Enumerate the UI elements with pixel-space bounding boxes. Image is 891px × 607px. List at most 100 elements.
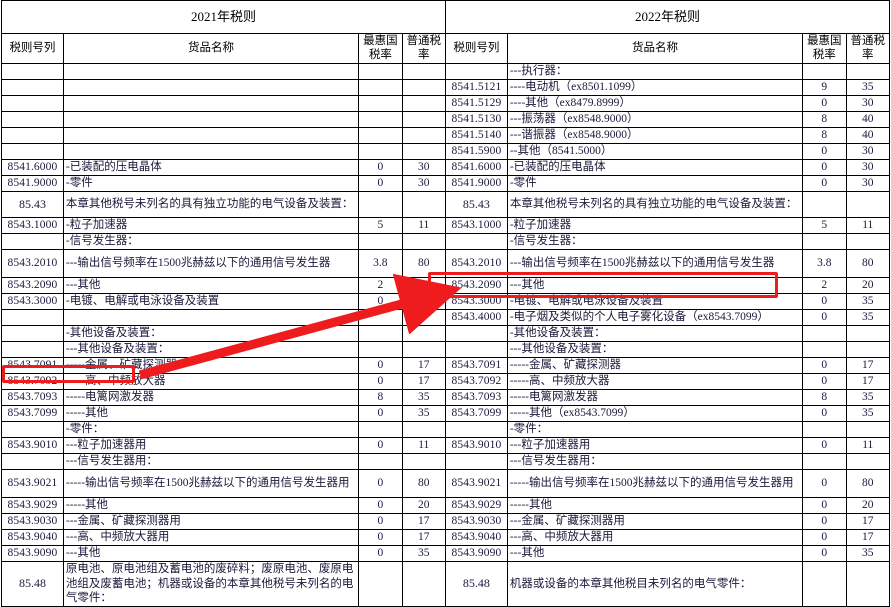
cell-left-code: 8543.3000 — [1, 292, 64, 310]
table-row: 8541.9000 -零件 0 30 8541.9000 -零件 0 30 — [1, 174, 890, 192]
cell-right-code: 85.48 — [444, 560, 508, 607]
cell-right-name: ----其他（ex8479.8999） — [506, 94, 804, 112]
cell-left-general — [401, 308, 446, 326]
cell-left-mfn — [358, 190, 403, 218]
cell-right-general: 30 — [845, 94, 890, 112]
cell-left-mfn — [358, 142, 403, 160]
cell-left-code — [1, 324, 64, 342]
cell-left-mfn: 0 — [358, 468, 403, 498]
cell-left-general: 35 — [401, 544, 446, 562]
cell-right-code: 8543.9010 — [444, 436, 508, 454]
table-row: 8543.7099 -----其他 0 35 8543.7099 -----其他（ex85… — [1, 404, 890, 422]
col-header-right-mfn: 最惠国税率 — [802, 33, 847, 64]
table-row: 8543.9030 ---金属、矿藏探测器用 0 17 8543.9030 ---金属、矿… — [1, 512, 890, 530]
cell-left-name: ---输出信号频率在1500兆赫兹以下的通用信号发生器 — [62, 248, 360, 278]
cell-left-code — [1, 142, 64, 160]
cell-right-mfn — [802, 420, 847, 438]
cell-right-mfn: 0 — [802, 496, 847, 514]
table-row: 85.48 原电池、原电池组及蓄电池的废碎料；废原电池、废原电池组及废蓄电池；机器… — [1, 560, 890, 607]
cell-left-name — [62, 62, 360, 80]
cell-left-code: 8543.2010 — [1, 248, 64, 278]
cell-left-mfn: 0 — [358, 544, 403, 562]
table-row: -其他设备及装置： -其他设备及装置： — [1, 324, 890, 342]
cell-right-name: -已装配的压电晶体 — [506, 158, 804, 176]
cell-right-code: 8541.6000 — [444, 158, 508, 176]
cell-left-general: 11 — [401, 436, 446, 454]
cell-right-general: 17 — [845, 528, 890, 546]
table-row: 8541.5900 --其他（8541.5000） 0 30 — [1, 142, 890, 160]
cell-right-name: ---其他 — [506, 544, 804, 562]
cell-left-general: 30 — [401, 174, 446, 192]
cell-left-general — [401, 62, 446, 80]
table-row: 8543.9090 ---其他 0 35 8543.9090 ---其他 0 35 — [1, 544, 890, 562]
cell-right-code: 8541.5140 — [444, 126, 508, 144]
cell-right-general: 30 — [845, 158, 890, 176]
cell-right-general — [845, 232, 890, 250]
table-row: ---执行器： — [1, 62, 890, 80]
cell-left-general — [401, 232, 446, 250]
cell-right-mfn: 0 — [802, 468, 847, 498]
cell-right-code: 8543.9040 — [444, 528, 508, 546]
cell-right-code: 8543.9029 — [444, 496, 508, 514]
cell-left-mfn: 0 — [358, 436, 403, 454]
cell-left-code: 8543.7091 — [1, 356, 64, 374]
cell-right-mfn: 3.8 — [802, 248, 847, 278]
cell-right-code — [444, 420, 508, 438]
cell-left-mfn: 0 — [358, 174, 403, 192]
cell-right-code: 8543.7091 — [444, 356, 508, 374]
cell-left-name: 原电池、原电池组及蓄电池的废碎料；废原电池、废原电池组及废蓄电池；机器或设备的本… — [62, 560, 360, 607]
cell-left-mfn: 0 — [358, 356, 403, 374]
table-row: 8541.5130 ---振荡器（ex8548.9000） 8 40 — [1, 110, 890, 128]
cell-left-name: -已装配的压电晶体 — [62, 158, 360, 176]
cell-left-mfn: 3.8 — [358, 248, 403, 278]
cell-left-code — [1, 94, 64, 112]
cell-left-name: -----输出信号频率在1500兆赫兹以下的通用信号发生器用 — [62, 468, 360, 498]
cell-left-code — [1, 308, 64, 326]
cell-left-name — [62, 94, 360, 112]
table-row: 8543.7093 -----电篱网激发器 8 35 8543.7093 -----电篱网… — [1, 388, 890, 406]
cell-left-general — [401, 452, 446, 470]
table-head: 2021年税则 2022年税则 税则号列 货品名称 最惠国税率 普通税率 税则号… — [1, 0, 891, 64]
cell-left-code: 8543.9090 — [1, 544, 64, 562]
cell-left-general: 30 — [401, 158, 446, 176]
cell-right-mfn: 0 — [802, 142, 847, 160]
cell-left-mfn — [358, 420, 403, 438]
table-row: 8543.9029 -----其他 0 20 8543.9029 -----其他 0 20 — [1, 496, 890, 514]
cell-left-general — [401, 340, 446, 358]
cell-left-mfn: 0 — [358, 292, 403, 310]
cell-left-name: -----其他 — [62, 404, 360, 422]
cell-left-name: -----金属、矿藏探测器 — [62, 356, 360, 374]
cell-right-mfn: 0 — [802, 528, 847, 546]
cell-right-general: 30 — [845, 174, 890, 192]
cell-left-name: ---其他设备及装置： — [62, 340, 360, 358]
table-row: 8541.5129 ----其他（ex8479.8999） 0 30 — [1, 94, 890, 112]
left-year-header: 2021年税则 — [1, 0, 446, 34]
cell-right-mfn: 0 — [802, 94, 847, 112]
cell-right-code: 8541.5121 — [444, 78, 508, 96]
table-row: 8543.4000 -电子烟及类似的个人电子雾化设备（ex8543.7099） 0 3… — [1, 308, 890, 326]
cell-left-mfn — [358, 308, 403, 326]
table-row: 8543.9040 ---高、中频放大器用 0 17 8543.9040 ---高、中频放… — [1, 528, 890, 546]
cell-right-mfn: 8 — [802, 126, 847, 144]
cell-right-name: -零件： — [506, 420, 804, 438]
cell-left-code — [1, 420, 64, 438]
cell-left-name: -零件 — [62, 174, 360, 192]
cell-right-mfn: 9 — [802, 78, 847, 96]
cell-left-general — [401, 126, 446, 144]
cell-right-code — [444, 324, 508, 342]
cell-left-mfn — [358, 324, 403, 342]
cell-left-general: 35 — [401, 388, 446, 406]
cell-left-mfn — [358, 560, 403, 607]
cell-left-general: 20 — [401, 496, 446, 514]
cell-right-general — [845, 324, 890, 342]
cell-right-code: 8543.9090 — [444, 544, 508, 562]
cell-left-mfn — [358, 78, 403, 96]
cell-right-mfn: 2 — [802, 276, 847, 294]
cell-left-general: 17 — [401, 372, 446, 390]
cell-right-general: 35 — [845, 308, 890, 326]
cell-left-code: 8543.7092 — [1, 372, 64, 390]
cell-right-name: -电镀、电解或电泳设备及装置 — [506, 292, 804, 310]
cell-left-code: 85.43 — [1, 190, 64, 218]
cell-left-code: 8543.9021 — [1, 468, 64, 498]
cell-right-general — [845, 62, 890, 80]
